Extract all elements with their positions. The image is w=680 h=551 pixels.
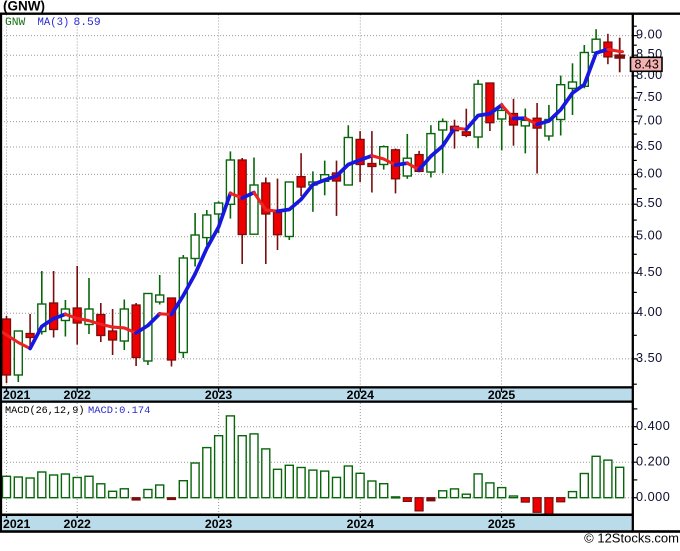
svg-text:5.50: 5.50: [636, 196, 663, 210]
svg-text:(GNW): (GNW): [3, 0, 45, 14]
svg-text:5.00: 5.00: [636, 229, 663, 243]
svg-text:GNW: GNW: [5, 17, 26, 29]
svg-text:2024: 2024: [347, 517, 375, 531]
svg-text:2023: 2023: [205, 517, 233, 531]
svg-text:6.00: 6.00: [636, 166, 663, 180]
svg-text:2021: 2021: [3, 388, 31, 402]
svg-text:2025: 2025: [488, 388, 516, 402]
svg-text:MACD(26,12,9): MACD(26,12,9): [5, 405, 84, 417]
svg-text:4.50: 4.50: [636, 265, 663, 279]
svg-text:8.59: 8.59: [74, 17, 101, 29]
svg-text:© 12Stocks.com: © 12Stocks.com: [584, 531, 679, 546]
svg-text:MA(3): MA(3): [38, 17, 70, 29]
svg-text:2021: 2021: [3, 517, 31, 531]
svg-text:7.00: 7.00: [636, 114, 663, 128]
svg-text:2022: 2022: [64, 388, 92, 402]
svg-text:3.50: 3.50: [636, 351, 663, 365]
svg-text:2022: 2022: [64, 517, 92, 531]
svg-text:0.400: 0.400: [636, 419, 670, 433]
svg-text:0.000: 0.000: [636, 490, 670, 504]
svg-text:6.50: 6.50: [636, 139, 663, 153]
svg-text:9.00: 9.00: [636, 28, 663, 42]
svg-text:2023: 2023: [205, 388, 233, 402]
svg-text:MACD:0.174: MACD:0.174: [88, 405, 150, 417]
svg-text:7.50: 7.50: [636, 90, 663, 104]
svg-text:4.00: 4.00: [636, 305, 663, 319]
svg-text:2025: 2025: [488, 517, 516, 531]
svg-text:8.43: 8.43: [635, 58, 659, 72]
svg-text:2024: 2024: [347, 388, 375, 402]
svg-text:0.200: 0.200: [636, 455, 670, 469]
